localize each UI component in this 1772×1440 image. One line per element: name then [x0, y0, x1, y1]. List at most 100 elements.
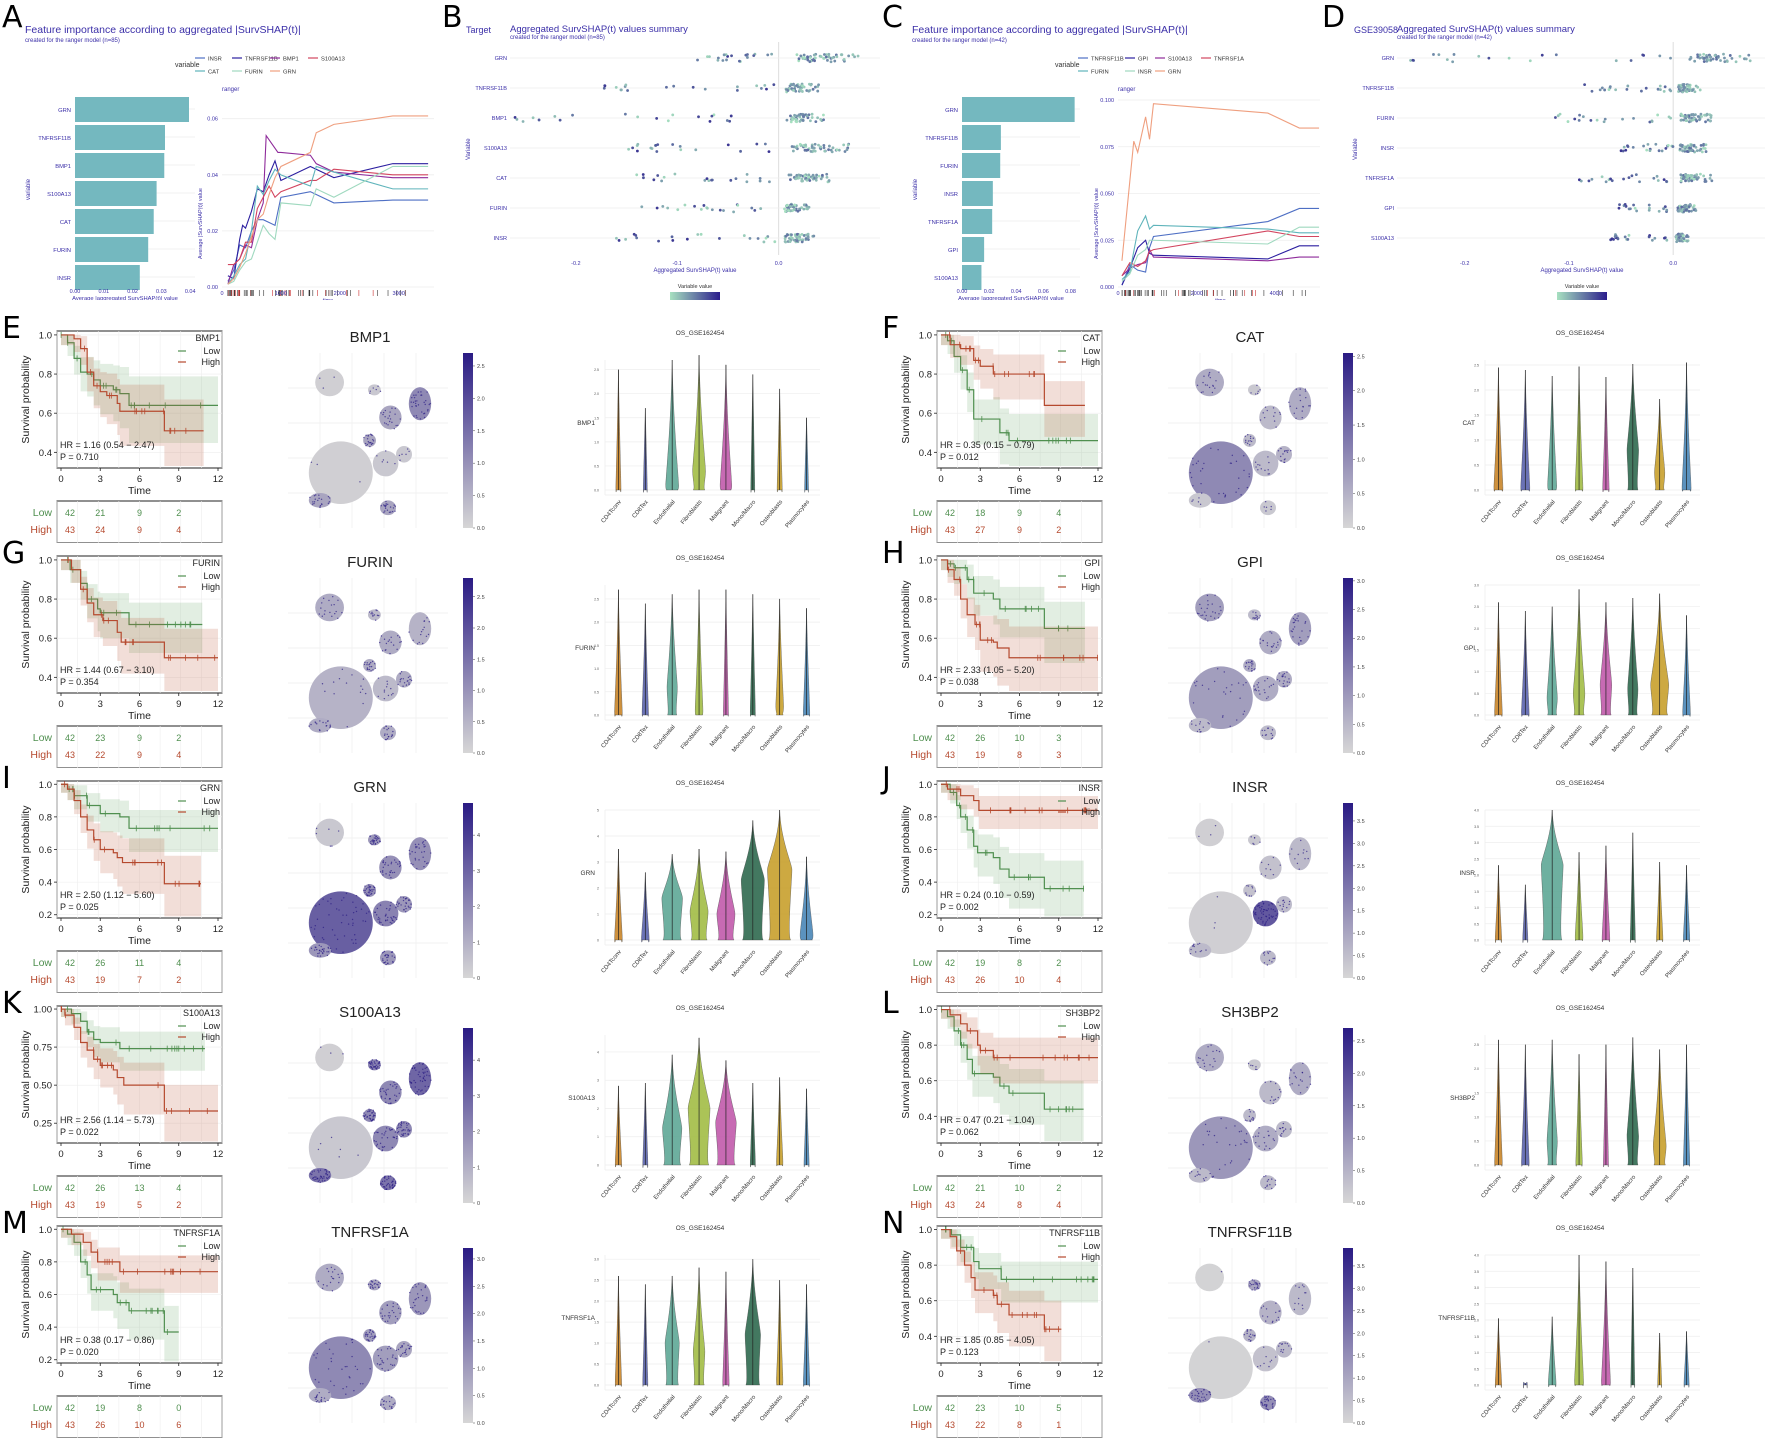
shap-point — [807, 175, 811, 179]
shap-point — [696, 233, 700, 236]
shap-point — [845, 148, 849, 152]
risk-count-high: 9 — [137, 525, 142, 535]
shap-point — [1664, 146, 1668, 150]
shap-point — [822, 113, 825, 117]
shap-point — [758, 179, 762, 183]
y-tick: 2.0 — [1474, 627, 1479, 631]
y-axis-label: Variable — [1353, 138, 1359, 160]
shap-point — [791, 149, 795, 153]
shap-point — [1690, 179, 1694, 183]
x-tick: 0 — [938, 474, 943, 485]
shap-point — [660, 179, 664, 183]
shap-point — [1687, 209, 1691, 213]
legend-high: High — [1081, 807, 1100, 817]
shap-point — [661, 204, 665, 208]
x-tick: 3 — [978, 699, 983, 710]
x-tick: 9 — [176, 699, 181, 710]
y-tick: 1.0 — [919, 555, 932, 566]
y-tick: 0.8 — [39, 812, 52, 823]
colorbar-tick: 1 — [477, 1165, 480, 1171]
y-tick: 0.4 — [39, 448, 52, 459]
bar — [75, 209, 154, 234]
shap-point — [732, 210, 736, 214]
high-survival-curve — [941, 1008, 1098, 1059]
risk-count-low: 13 — [134, 1183, 144, 1193]
risk-row-label-high: High — [30, 524, 52, 536]
p-value: P = 0.012 — [940, 452, 979, 462]
shap-point — [1692, 113, 1695, 117]
shap-point — [718, 208, 722, 212]
shap-point — [1409, 59, 1412, 62]
shap-point — [721, 59, 725, 62]
high-survival-curve — [61, 783, 201, 885]
shap-point — [655, 116, 659, 120]
y-tick: 1.0 — [39, 780, 52, 791]
shap-point — [736, 203, 740, 207]
shap-point — [789, 204, 792, 208]
shap-point — [635, 236, 639, 240]
y-tick: 0.4 — [919, 878, 932, 889]
x-axis-label: Average |aggregated SurvSHAP(t)| value — [72, 296, 178, 300]
high-survival-curve — [61, 1008, 218, 1112]
p-value: P = 0.062 — [940, 1127, 979, 1137]
shap-point — [1614, 59, 1618, 63]
shap-point — [1665, 208, 1669, 212]
shap-point — [785, 118, 789, 122]
x-tick: -0.1 — [1564, 261, 1573, 267]
risk-count-low: 19 — [975, 958, 985, 968]
umap-plot-TNFRSF11B: TNFRSF11B 0.0 0.5 1.0 1.5 2.0 2.5 3.0 3.5 — [1168, 1224, 1365, 1427]
shap-point — [1507, 56, 1511, 60]
risk-row-label-low: Low — [33, 507, 53, 519]
risk-count-low: 21 — [975, 1183, 985, 1193]
y-tick: 2.0 — [594, 621, 599, 625]
y-tick: 0.4 — [39, 673, 52, 684]
shap-point — [1728, 54, 1732, 57]
p-value: P = 0.710 — [60, 452, 99, 462]
shap-point — [1667, 115, 1671, 119]
variable-label: GPI — [1384, 206, 1394, 212]
feature-importance-panel-C: Feature importance according to aggregat… — [912, 24, 1320, 300]
y-tick: 0.8 — [39, 1257, 52, 1268]
legend-item: CAT — [208, 70, 220, 76]
shap-point — [1674, 235, 1678, 238]
x-tick: 0.02 — [127, 289, 138, 295]
colorbar-tick: 2.0 — [1357, 1331, 1365, 1337]
shap-point — [1642, 144, 1645, 148]
facet-label: ranger — [222, 87, 239, 93]
shap-point — [801, 119, 805, 122]
shap-point — [1702, 56, 1706, 60]
shap-point — [789, 173, 793, 177]
colorbar-tick: 2.0 — [477, 396, 485, 402]
x-tick: 3 — [978, 924, 983, 935]
shap-point — [1656, 179, 1660, 182]
y-axis-label: Survival probability — [20, 580, 32, 669]
shap-point — [1694, 145, 1698, 149]
umap-cluster — [1259, 630, 1282, 655]
shap-point — [797, 57, 801, 61]
x-category-label: Endothelial — [653, 949, 677, 976]
chart-title: Feature importance according to aggregat… — [912, 24, 1188, 36]
x-category-label: Malignant — [1589, 499, 1611, 523]
shap-point — [811, 173, 815, 177]
umap-cluster — [379, 630, 402, 655]
shap-point — [617, 239, 621, 242]
x-category-label: Plasmocytes — [785, 499, 811, 529]
panel-label-H: H — [882, 536, 905, 571]
y-tick: 0.050 — [1100, 192, 1114, 198]
y-tick: 2.0 — [1474, 389, 1479, 393]
y-tick: 5 — [597, 809, 599, 813]
shap-point — [735, 88, 739, 92]
shap-point — [783, 207, 786, 211]
y-tick: 1.5 — [594, 416, 599, 420]
shap-point — [793, 203, 797, 207]
umap-cluster — [1195, 593, 1224, 622]
shap-point — [1622, 145, 1626, 149]
shap-point — [1573, 117, 1577, 121]
y-tick: 0.0 — [594, 1384, 599, 1388]
shap-point — [619, 88, 623, 92]
risk-count-low: 23 — [95, 733, 105, 743]
risk-count-low: 19 — [95, 1403, 105, 1413]
umap-cluster — [308, 718, 332, 733]
shap-point — [798, 119, 802, 123]
x-category-label: Plasmocytes — [1665, 1394, 1691, 1424]
